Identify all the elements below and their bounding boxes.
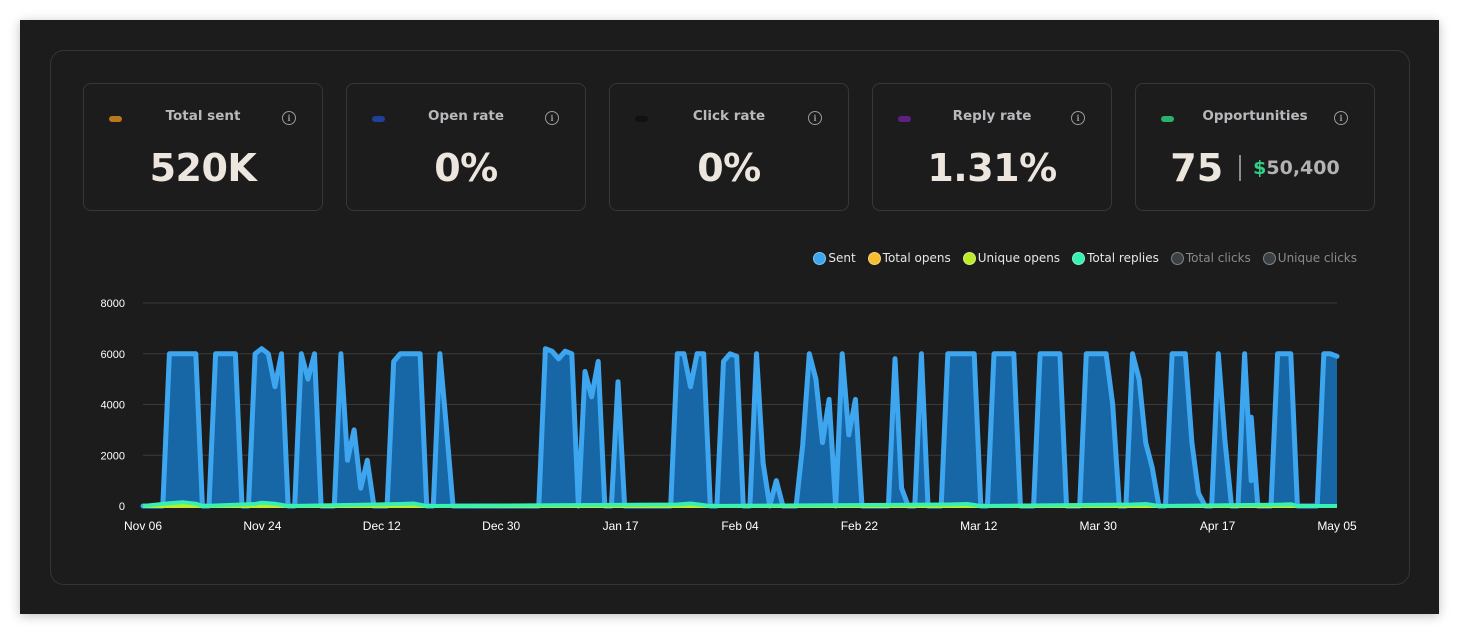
legend-item-total-clicks[interactable]: Total clicks [1170,251,1251,265]
opportunities-swatch [1161,116,1174,122]
stat-value: 0% [434,146,498,190]
info-icon[interactable]: i [1334,111,1348,125]
analytics-panel: Total sent i 520K Open rate i 0% Click r… [50,50,1410,585]
x-tick-label: Mar 30 [1080,519,1118,533]
legend-dot [867,251,881,265]
legend-label: Sent [828,251,856,265]
y-tick-label: 2000 [101,450,125,462]
stat-value: 1.31% [927,146,1057,190]
stat-card-total-sent: Total sent i 520K [83,83,323,211]
x-tick-label: May 05 [1317,519,1357,533]
total-sent-swatch [109,116,122,122]
opportunities-amount: 50,400 [1266,157,1340,179]
legend-dot [1170,251,1184,265]
y-tick-label: 4000 [101,400,125,412]
info-icon[interactable]: i [808,111,822,125]
click-rate-swatch [635,116,648,122]
x-tick-label: Feb 04 [721,519,759,533]
stat-title: Total sent [165,108,241,124]
divider [1239,155,1242,181]
legend-item-total-opens[interactable]: Total opens [867,251,951,265]
x-tick-label: Nov 06 [124,519,162,533]
legend-label: Total opens [882,251,951,265]
stat-title: Opportunities [1202,108,1308,124]
legend-item-sent[interactable]: Sent [813,251,856,265]
sent-chart: 0 2000 4000 6000 8000 Nov 06 Nov 24 Dec 12 Dec 3… [101,298,1357,533]
x-tick-label: Nov 24 [243,519,281,533]
series-total-replies-line [142,500,1337,508]
info-icon[interactable]: i [282,111,296,125]
x-tick-label: Dec 12 [363,519,401,533]
currency-symbol: $ [1253,157,1267,179]
legend-label: Unique clicks [1277,251,1357,265]
legend-dot [962,251,976,265]
y-tick-label: 8000 [101,298,125,310]
stat-title: Click rate [692,108,766,124]
info-icon[interactable]: i [545,111,559,125]
analytics-window: Total sent i 520K Open rate i 0% Click r… [20,20,1439,614]
legend-label: Unique opens [977,251,1061,265]
stat-card-opportunities: Opportunities i 75 $ 50,400 [1135,83,1375,211]
legend-item-unique-clicks[interactable]: Unique clicks [1262,251,1357,265]
legend-dot [813,251,827,265]
opportunities-count: 75 [1170,146,1224,190]
stat-card-open-rate: Open rate i 0% [346,83,586,211]
stat-card-reply-rate: Reply rate i 1.31% [872,83,1112,211]
legend-label: Total clicks [1185,251,1251,265]
y-tick-label: 0 [119,501,125,513]
legend-dot [1262,251,1276,265]
stat-card-click-rate: Click rate i 0% [609,83,849,211]
opportunities-value-row: 75 $ 50,400 [1136,146,1374,190]
x-tick-label: Feb 22 [841,519,879,533]
stat-value: 0% [697,146,761,190]
open-rate-swatch [372,116,385,122]
reply-rate-swatch [898,116,911,122]
y-tick-label: 6000 [101,349,125,361]
x-tick-label: Dec 30 [482,519,520,533]
series-sent-line [140,346,1340,509]
stat-title: Reply rate [952,108,1032,124]
legend-item-unique-opens[interactable]: Unique opens [962,251,1061,265]
x-tick-label: Apr 17 [1200,519,1236,533]
stat-value: 520K [149,146,257,190]
info-icon[interactable]: i [1071,111,1085,125]
stat-title: Open rate [428,108,504,124]
legend-label: Total replies [1087,251,1159,265]
x-tick-label: Mar 12 [960,519,998,533]
chart-legend: Sent Total opens Unique opens Total repl… [813,251,1357,265]
legend-item-total-replies[interactable]: Total replies [1072,251,1159,265]
legend-dot [1072,251,1086,265]
x-tick-label: Jan 17 [603,519,639,533]
